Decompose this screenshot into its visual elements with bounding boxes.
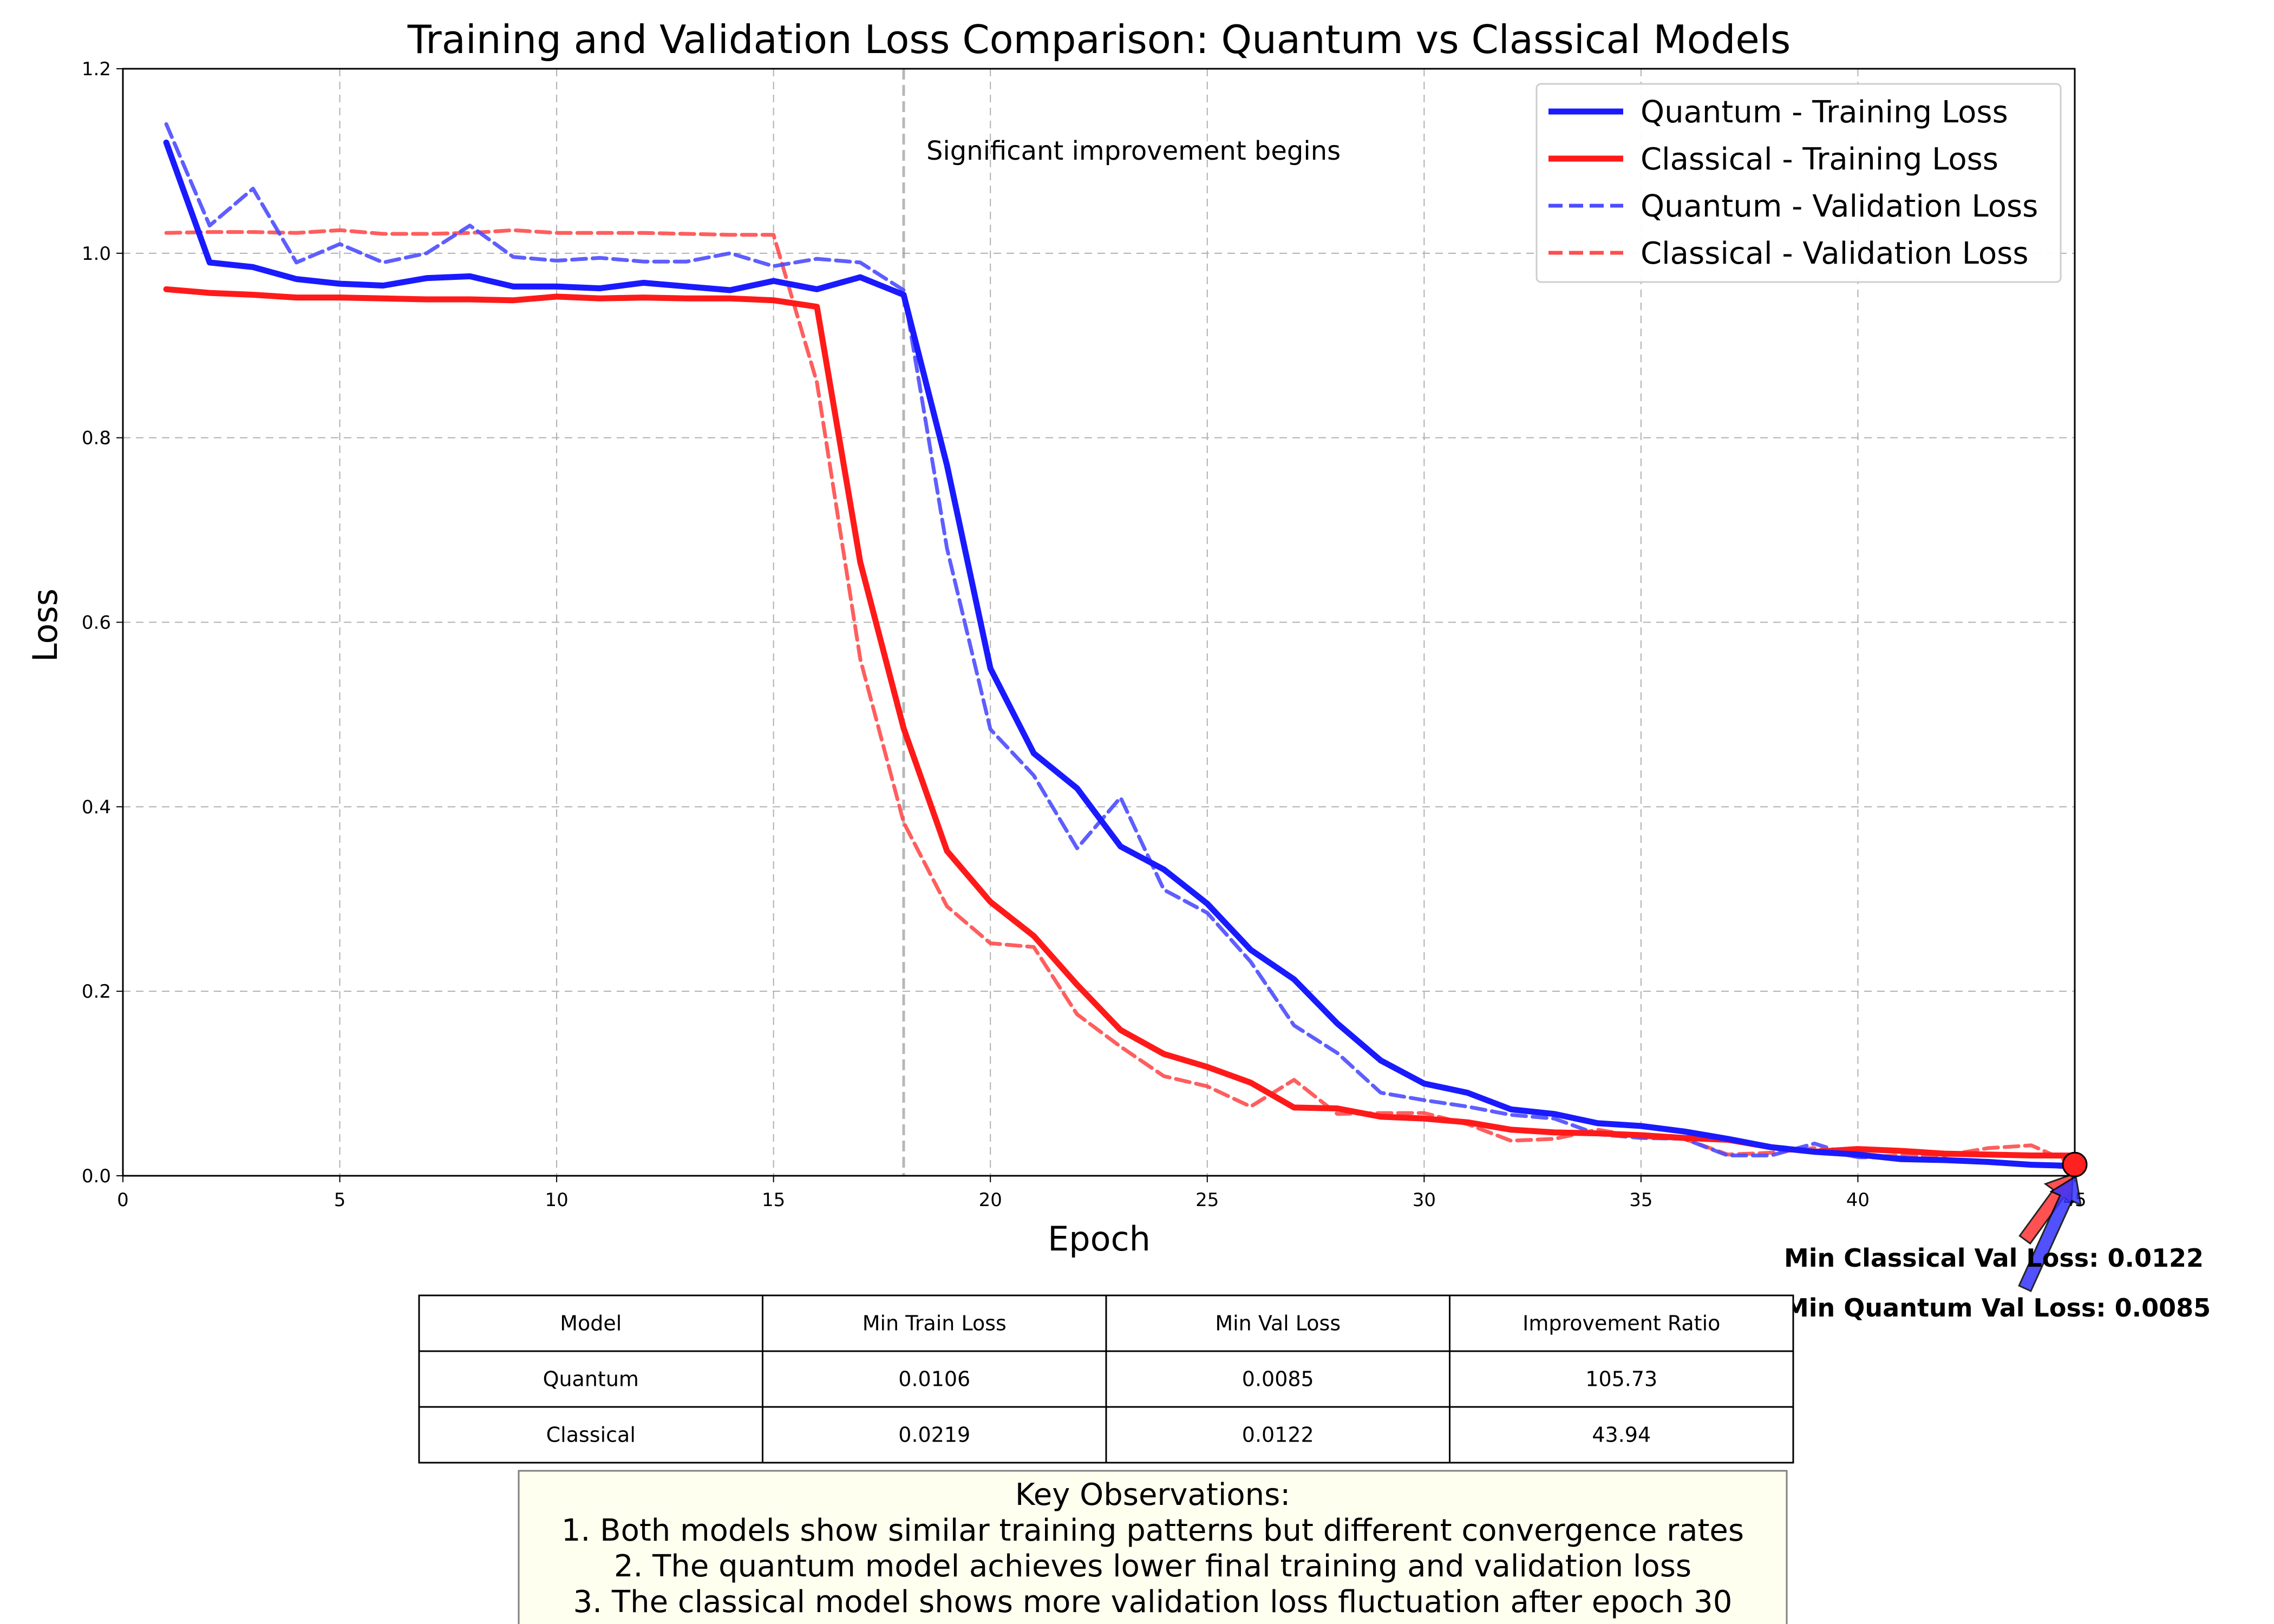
table-cell-box xyxy=(762,1406,1107,1464)
y-tick-label: 0.4 xyxy=(82,796,111,818)
x-tick-label: 30 xyxy=(1413,1189,1436,1211)
y-axis-label: Loss xyxy=(25,588,65,662)
legend-label: Quantum - Training Loss xyxy=(1641,95,2008,130)
observation-line: 1. Both models show similar training pat… xyxy=(561,1513,1744,1548)
legend-label: Classical - Training Loss xyxy=(1641,142,1998,177)
table-header-cell: Model xyxy=(560,1312,622,1335)
marker-annotation: Significant improvement begins xyxy=(926,136,1341,166)
table-cell-box xyxy=(1105,1294,1450,1352)
legend-box xyxy=(1535,83,2062,283)
table-cell-box xyxy=(1449,1294,1794,1352)
quantum-callout-arrow xyxy=(2018,1175,2082,1292)
series-line-classical-validation-loss xyxy=(164,228,2077,1167)
observation-line: 2. The quantum model achieves lower fina… xyxy=(614,1549,1691,1584)
min-loss-callouts: Min Classical Val Loss: 0.0122 Min Quantu… xyxy=(1784,1151,2211,1322)
x-tick-label: 0 xyxy=(117,1189,129,1211)
y-tick-label: 0.0 xyxy=(82,1165,111,1187)
legend-label: Quantum - Validation Loss xyxy=(1641,189,2038,224)
observations-box xyxy=(518,1470,1788,1624)
key-observations-box: Key Observations:1. Both models show sim… xyxy=(518,1470,1788,1624)
table-header-cell: Improvement Ratio xyxy=(1522,1312,1720,1335)
y-tick-label: 1.0 xyxy=(82,243,111,265)
y-tick-label: 0.2 xyxy=(82,981,111,1003)
x-tick-label: 15 xyxy=(762,1189,785,1211)
table-cell-box xyxy=(1105,1350,1450,1408)
table-cell-box xyxy=(418,1294,763,1352)
table-cell-box xyxy=(418,1350,763,1408)
x-tick-label: 5 xyxy=(334,1189,346,1211)
table-cell-box xyxy=(418,1406,763,1464)
series-line-quantum-training-loss xyxy=(163,139,2078,1169)
series-line-quantum-validation-loss xyxy=(164,122,2077,1170)
table-cell-box xyxy=(1449,1350,1794,1408)
table-cell-box xyxy=(1449,1406,1794,1464)
table-header-cell: Min Train Loss xyxy=(862,1312,1007,1335)
legend-label: Classical - Validation Loss xyxy=(1641,236,2029,271)
x-tick-label: 35 xyxy=(1629,1189,1652,1211)
x-tick-label: 40 xyxy=(1846,1189,1870,1211)
table-data-cell: 0.0122 xyxy=(1242,1423,1314,1447)
legend: Quantum - Training Loss Classical - Train… xyxy=(1535,83,2062,283)
table-data-cell: 0.0085 xyxy=(1242,1367,1314,1391)
summary-table: Model Min Train Loss Min Val Loss Improveme… xyxy=(418,1294,1794,1464)
table-cell-box xyxy=(762,1294,1107,1352)
table-cell-box xyxy=(762,1350,1107,1408)
series-lines xyxy=(163,122,2078,1170)
classical-min-label: Min Classical Val Loss: 0.0122 xyxy=(1784,1243,2204,1273)
x-axis-label: Epoch xyxy=(1048,1219,1151,1259)
improvement-marker: Significant improvement begins xyxy=(902,69,1341,1176)
classical-min-marker xyxy=(2062,1151,2088,1177)
table-data-cell: 105.73 xyxy=(1585,1367,1657,1391)
y-tick-label: 1.2 xyxy=(82,58,111,80)
observation-line: 3. The classical model shows more valida… xyxy=(573,1584,1733,1620)
table-data-cell: Classical xyxy=(546,1423,636,1447)
y-tick-label: 0.8 xyxy=(82,428,111,449)
table-data-cell: Quantum xyxy=(543,1367,639,1391)
table-header-cell: Min Val Loss xyxy=(1215,1312,1341,1335)
chart-title: Training and Validation Loss Comparison:… xyxy=(407,17,1791,62)
quantum-min-label: Min Quantum Val Loss: 0.0085 xyxy=(1784,1293,2211,1322)
x-tick-label: 25 xyxy=(1195,1189,1219,1211)
observations-heading: Key Observations: xyxy=(1015,1477,1290,1512)
table-data-cell: 43.94 xyxy=(1592,1423,1651,1447)
table-data-cell: 0.0219 xyxy=(898,1423,970,1447)
table-cell-box xyxy=(1105,1406,1450,1464)
y-tick-label: 0.6 xyxy=(82,612,111,634)
x-tick-label: 10 xyxy=(545,1189,568,1211)
x-tick-label: 20 xyxy=(979,1189,1002,1211)
table-data-cell: 0.0106 xyxy=(898,1367,970,1391)
